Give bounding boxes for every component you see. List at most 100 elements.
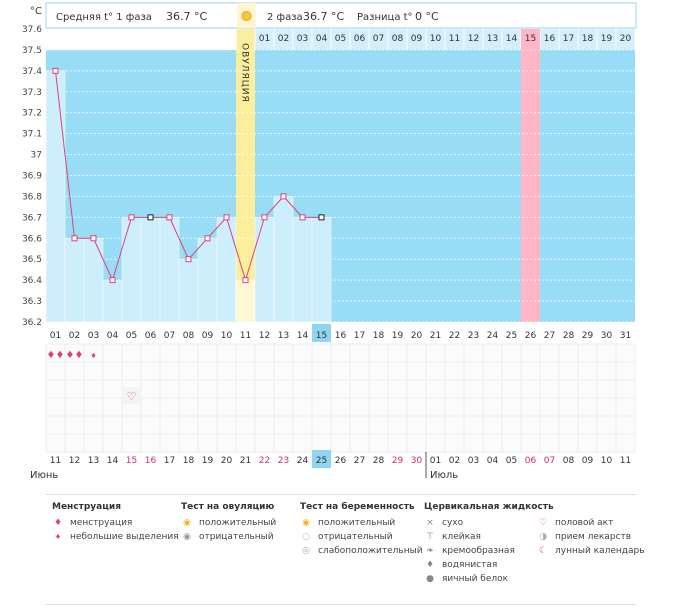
month-label: Июнь (30, 470, 58, 481)
legend-item-label: сухо (442, 518, 464, 528)
y-tick-label: 36.7 (22, 213, 42, 223)
sun-yellow-icon: ◉ (183, 518, 191, 528)
legend-item: ○ отрицательный (300, 530, 423, 544)
top-day-label: 03 (297, 34, 308, 44)
diff-label: Разница t° (357, 12, 413, 23)
date-label: 20 (221, 456, 233, 466)
legend-item: ☾ лунный календарь (537, 544, 645, 558)
heart-icon: ♡ (127, 390, 137, 403)
cycle-day-label: 18 (373, 331, 385, 341)
cycle-day-label: 11 (240, 331, 251, 341)
date-label: 23 (278, 456, 289, 466)
blood-drop-small-icon: ♦ (54, 533, 62, 541)
temperature-bar (311, 217, 332, 323)
temperature-bar (254, 217, 275, 323)
water-drop-icon: ♦ (425, 560, 435, 570)
date-label: 03 (468, 456, 479, 466)
temperature-point (318, 214, 325, 221)
y-tick-label: 36.6 (22, 234, 42, 244)
temperature-bar (273, 196, 294, 323)
month-label: Июль (430, 470, 458, 481)
legend-item-label: отрицательный (318, 532, 393, 542)
legend-item-label: отрицательный (199, 532, 274, 542)
date-label: 15 (126, 456, 137, 466)
top-day-label: 15 (525, 34, 536, 44)
date-label: 05 (506, 456, 517, 466)
cycle-day-label: 20 (411, 331, 423, 341)
top-day-highlight (521, 29, 540, 50)
y-unit-label: °C (30, 6, 42, 17)
top-day-label: 06 (354, 34, 366, 44)
date-label: 11 (50, 456, 61, 466)
top-day-label: 11 (449, 34, 460, 44)
cycle-day-label: 09 (202, 331, 214, 341)
legend-item: ◎ слабоположительный (300, 544, 423, 558)
y-tick-label: 36.9 (22, 172, 42, 182)
legend-item: ◑ прием лекарств (537, 530, 645, 544)
date-label: 16 (145, 456, 157, 466)
temperature-chart: Средняя t° 1 фаза 36.7 °C 2 фаза 36.7 °C… (22, 2, 637, 481)
temperature-point (128, 214, 135, 221)
legend-item-label: положительный (318, 518, 396, 528)
top-day-label: 05 (335, 34, 346, 44)
egg-white-icon: ● (426, 574, 434, 584)
legend-ovulation-test: Тест на овуляцию ◉ положительный ◉ отрицат… (181, 502, 276, 544)
temperature-bar (178, 258, 199, 323)
cycle-day-label: 21 (430, 331, 441, 341)
cycle-day-label: 12 (259, 331, 270, 341)
cycle-day-label: 24 (487, 331, 499, 341)
legend-item-label: кремообразная (442, 546, 515, 556)
temperature-point (147, 214, 154, 221)
top-day-label: 17 (563, 34, 574, 44)
temperature-bar (197, 238, 218, 323)
creamy-icon: ❧ (426, 546, 434, 556)
current-date-marker (312, 450, 331, 468)
ovulation-label: ОВУЛЯЦИЯ (240, 43, 250, 103)
date-label: 22 (259, 456, 270, 466)
cross-icon: × (426, 518, 434, 528)
date-label: 07 (544, 456, 555, 466)
y-tick-label: 36.5 (22, 255, 42, 265)
legend-cervical: Цервикальная жидкость × сухо ⊤ клейкая ❧ кр… (424, 502, 554, 586)
y-tick-label: 37.4 (22, 67, 42, 77)
cycle-day-label: 05 (126, 331, 137, 341)
legend-item-label: половой акт (555, 518, 614, 528)
cycle-day-label: 01 (50, 331, 61, 341)
blood-drops-icon: ♦ (53, 518, 63, 528)
top-day-label: 14 (506, 34, 518, 44)
legend-item-label: прием лекарств (555, 532, 632, 542)
top-day-label: 12 (468, 34, 479, 44)
current-day-marker (312, 324, 331, 342)
date-label: 10 (601, 456, 613, 466)
temperature-bar (64, 238, 85, 323)
top-day-label: 01 (259, 34, 270, 44)
header-bar (45, 2, 637, 29)
legend-title: Цервикальная жидкость (424, 502, 554, 512)
cycle-day-label: 23 (468, 331, 479, 341)
temperature-bar (235, 279, 256, 323)
legend-item-label: яичный белок (442, 574, 509, 584)
legend-title: Тест на беременность (300, 502, 415, 512)
cycle-day-label: 28 (563, 331, 575, 341)
ovulation-column (236, 29, 255, 322)
date-label: 08 (563, 456, 575, 466)
top-day-label: 19 (601, 34, 613, 44)
sticky-icon: ⊤ (426, 532, 434, 542)
date-label: 19 (202, 456, 214, 466)
top-day-label: 16 (544, 34, 556, 44)
cycle-day-label: 19 (392, 331, 404, 341)
date-label: 02 (449, 456, 460, 466)
legend-item: ♦ менструация (52, 516, 179, 530)
pill-icon: ◑ (539, 532, 547, 542)
y-tick-label: 36.3 (22, 297, 42, 307)
date-label: 24 (297, 456, 309, 466)
legend-item: ◉ положительный (300, 516, 423, 530)
date-label: 30 (411, 456, 423, 466)
cycle-day-label: 17 (354, 331, 365, 341)
date-label: 14 (107, 456, 119, 466)
date-label: 01 (430, 456, 441, 466)
bottom-grid: 01 02 03 04 05 06 07 08 09 10 11 12 13 14 15 16 17 18 19 20… (30, 324, 636, 481)
top-day-label: 04 (316, 34, 328, 44)
temperature-bar (121, 217, 142, 323)
cycle-day-label: 26 (525, 331, 537, 341)
